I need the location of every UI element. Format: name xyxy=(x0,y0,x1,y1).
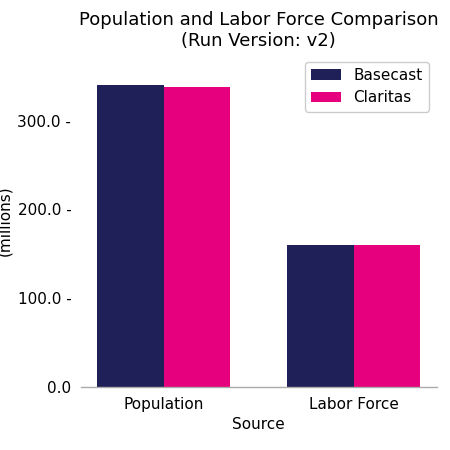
Y-axis label: Population
(millions): Population (millions) xyxy=(0,180,12,261)
Bar xyxy=(97,85,164,387)
Title: Population and Labor Force Comparison
(Run Version: v2): Population and Labor Force Comparison (R… xyxy=(79,11,439,50)
Bar xyxy=(287,245,354,387)
Legend: Basecast, Claritas: Basecast, Claritas xyxy=(305,62,429,112)
X-axis label: Source: Source xyxy=(232,417,285,432)
Bar xyxy=(164,87,230,387)
Bar xyxy=(354,245,420,387)
